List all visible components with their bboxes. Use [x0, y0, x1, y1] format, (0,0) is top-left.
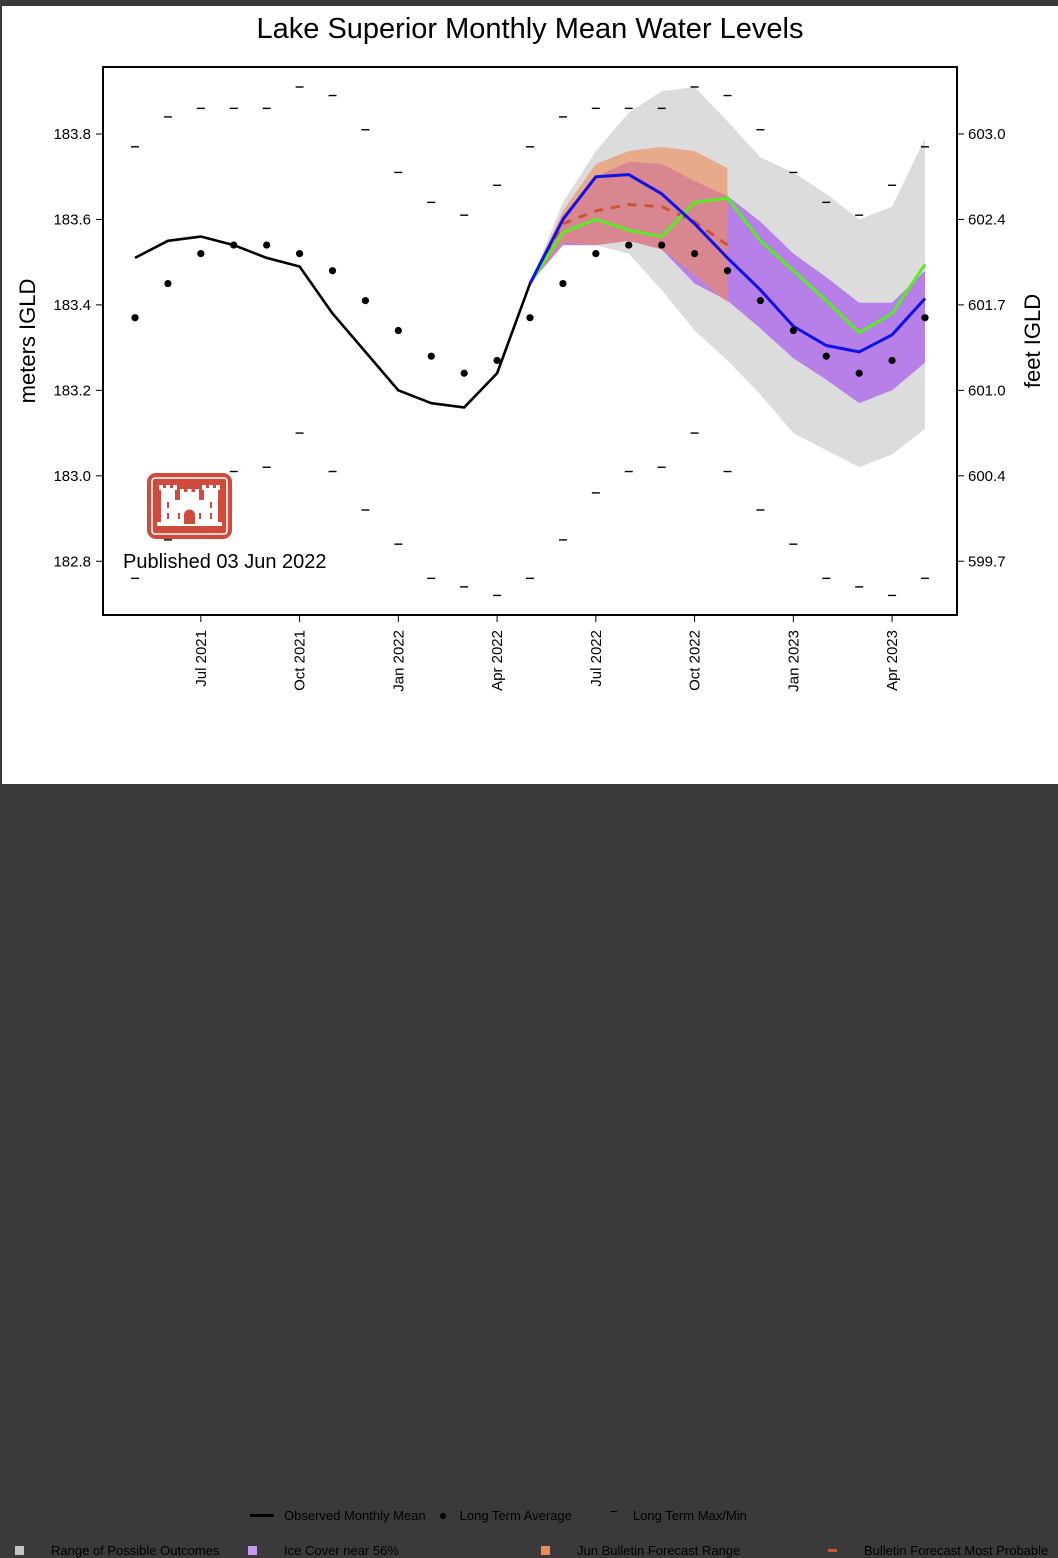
legend-label: Ice Cover near 56% — [284, 1543, 399, 1558]
long-term-average-point — [164, 279, 172, 288]
y-axis-label-right: feet IGLD — [1020, 294, 1045, 388]
long-term-average-point — [328, 267, 337, 275]
legend-purple-swatch — [248, 1546, 257, 1555]
forecast-blue-line — [528, 173, 927, 354]
legend-label: Long Term Max/Min — [632, 1508, 747, 1523]
y-tick-label-left: 183.6 — [53, 211, 91, 228]
y-tick-label-right: 602.4 — [968, 211, 1006, 228]
y-tick-label-right: 603.0 — [968, 126, 1006, 143]
x-tick-label: Oct 2022 — [687, 630, 704, 691]
legend-row-1: Observed Monthly Mean Long Term Average … — [250, 1508, 747, 1523]
long-term-average-point — [855, 369, 863, 377]
long-term-average-point — [263, 241, 271, 249]
x-tick-label: Jul 2021 — [193, 630, 210, 687]
window-top-bar — [0, 0, 1058, 6]
legend-dash-swatch — [609, 1510, 617, 1513]
plot-area — [131, 86, 930, 597]
legend-label: Long Term Average — [459, 1508, 572, 1523]
chart-title: Lake Superior Monthly Mean Water Levels — [257, 13, 804, 45]
legend-line-swatch — [250, 1514, 274, 1517]
long-term-average-point — [822, 352, 830, 360]
legend-red-dash-swatch — [828, 1549, 837, 1552]
y-tick-label-left: 182.8 — [53, 553, 91, 570]
y-tick-label-right: 601.0 — [968, 382, 1006, 399]
axes: 183.8 183.6 183.4 183.2 183.0 182.8 603.0 602.4… — [53, 126, 1005, 692]
observed-monthly-mean-line — [134, 235, 532, 409]
chart-page: Lake Superior Monthly Mean Water Levels … — [2, 6, 1058, 1558]
y-axis-label-left: meters IGLD — [15, 279, 40, 404]
y-tick-label-left: 183.2 — [53, 382, 91, 399]
legend-item-ice-cover: Ice Cover near 56% — [248, 1543, 541, 1558]
long-term-average-point — [230, 241, 238, 249]
legend-row-2: Range of Possible Outcomes Ice Cover nea… — [15, 1543, 1048, 1558]
long-term-average-point — [493, 356, 501, 365]
y-tick-label-right: 599.7 — [968, 553, 1006, 570]
long-term-average-point — [756, 297, 765, 305]
long-term-average-point — [131, 314, 139, 322]
x-tick-label: Apr 2023 — [884, 630, 901, 691]
legend-label: Bulletin Forecast Most Probable — [864, 1543, 1049, 1558]
plot-frame — [102, 66, 958, 616]
jun-bulletin-forecast-band — [530, 146, 728, 303]
long-term-average-point — [295, 250, 304, 258]
long-term-average-point — [921, 314, 929, 322]
long-term-average-point — [526, 314, 534, 322]
x-tick-label: Oct 2021 — [292, 630, 309, 691]
usace-logo — [147, 473, 232, 539]
legend-item-most-probable: Bulletin Forecast Most Probable — [828, 1543, 1048, 1558]
long-term-average-point — [394, 326, 402, 335]
legend-dot-swatch — [439, 1512, 446, 1519]
long-term-average-point — [197, 250, 205, 258]
y-tick-label-right: 601.7 — [968, 297, 1006, 314]
long-term-average-point — [723, 267, 732, 275]
legend-orange-swatch — [541, 1546, 550, 1555]
x-tick-label: Apr 2022 — [489, 630, 506, 691]
y-tick-label-left: 183.4 — [53, 297, 91, 314]
logo-inner-border — [151, 477, 228, 535]
water-level-chart: Lake Superior Monthly Mean Water Levels … — [15, 13, 1045, 692]
long-term-average-point — [625, 241, 633, 249]
legend-item-range: Range of Possible Outcomes — [15, 1543, 248, 1558]
legend-label: Range of Possible Outcomes — [51, 1543, 220, 1558]
x-tick-label: Jan 2022 — [390, 630, 407, 692]
x-tick-label: Jan 2023 — [785, 630, 802, 692]
long-term-average-point — [460, 369, 468, 377]
long-term-average-point — [690, 250, 699, 258]
y-tick-label-left: 183.0 — [53, 468, 91, 485]
legend-item-bulletin-range: Jun Bulletin Forecast Range — [541, 1543, 828, 1558]
long-term-average-point — [592, 250, 600, 258]
legend-gray-swatch — [15, 1546, 24, 1555]
legend-item-max-min: Long Term Max/Min — [609, 1508, 747, 1523]
long-term-average-point — [361, 297, 370, 305]
forecast-green-line — [528, 196, 927, 335]
long-term-average-point — [789, 326, 797, 335]
castle-windows — [167, 502, 212, 524]
published-date: Published 03 Jun 2022 — [123, 551, 327, 573]
legend-item-long-term-average: Long Term Average — [439, 1508, 572, 1523]
legend-label: Jun Bulletin Forecast Range — [577, 1543, 741, 1558]
long-term-average-point — [427, 352, 435, 360]
long-term-average-point — [658, 241, 666, 249]
legend-label: Observed Monthly Mean — [284, 1508, 426, 1523]
bulletin-most-probable-line — [528, 202, 729, 285]
legend-item-observed: Observed Monthly Mean — [250, 1508, 426, 1523]
long-term-average-point — [559, 279, 567, 288]
y-tick-label-right: 600.4 — [968, 468, 1006, 485]
y-tick-label-left: 183.8 — [53, 126, 91, 143]
x-tick-label: Jul 2022 — [588, 630, 605, 687]
long-term-average-point — [888, 356, 896, 365]
